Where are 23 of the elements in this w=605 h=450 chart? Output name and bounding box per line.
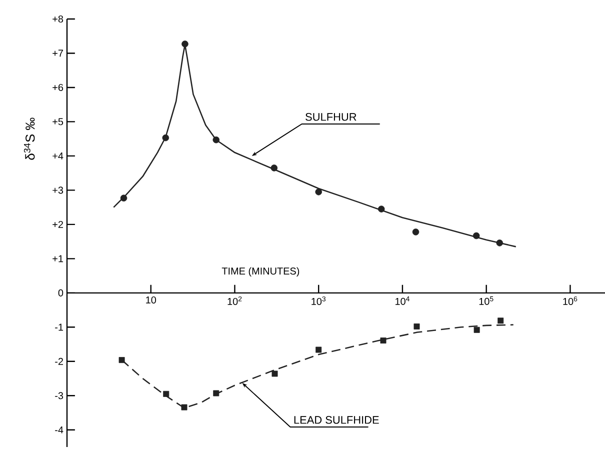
annotation: SULFHUR — [306, 113, 356, 121]
y-tick-label: +1 — [52, 255, 63, 262]
x-tick-label: 10$^{5}$ — [479, 296, 494, 305]
y-tick-label: +4 — [52, 152, 64, 160]
y-tick-label: +2 — [52, 220, 63, 228]
y-tick-label: -2 — [55, 358, 63, 365]
y-tick-label: -3 — [55, 392, 64, 400]
y-tick-label: -1 — [55, 324, 63, 331]
y-axis-title: δ$^{34}$S ‰ — [24, 118, 35, 160]
y-tick-label: +6 — [52, 84, 64, 91]
y-tick-label: +3 — [52, 186, 64, 194]
x-tick-label: 10$^{6}$ — [563, 296, 578, 306]
x-axis-title: TIME (MINUTES) — [222, 267, 300, 277]
annotation: LEAD SULFHIDE — [294, 416, 379, 424]
y-tick-label: -4 — [55, 426, 64, 434]
x-tick-label: 10$^{4}$ — [396, 296, 410, 305]
x-tick-label: 10 — [146, 296, 156, 304]
y-tick-label: 0 — [58, 289, 64, 296]
y-tick-label: +7 — [52, 50, 63, 57]
y-tick-label: +5 — [52, 118, 64, 126]
x-tick-label: 10$^{3}$ — [312, 296, 326, 306]
x-tick-label: 10$^{2}$ — [228, 296, 242, 306]
y-tick-label: +8 — [52, 15, 64, 23]
